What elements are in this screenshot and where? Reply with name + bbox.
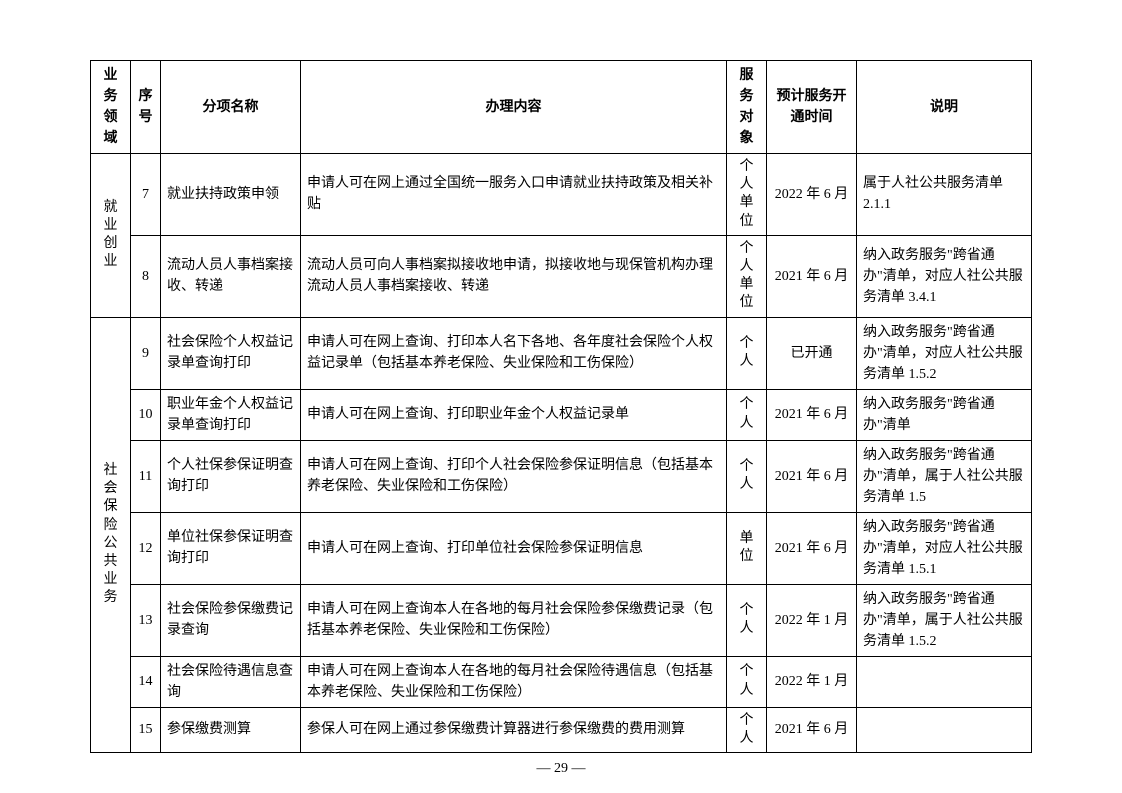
name-cell: 单位社保参保证明查询打印 [161, 512, 301, 584]
content-cell: 申请人可在网上查询、打印个人社会保险参保证明信息（包括基本养老保险、失业保险和工… [301, 440, 727, 512]
name-cell: 社会保险个人权益记录单查询打印 [161, 317, 301, 389]
h-content: 办理内容 [301, 61, 727, 154]
note-cell: 纳入政务服务"跨省通办"清单，对应人社公共服务清单 3.4.1 [857, 235, 1032, 317]
table-row: 就业创业 7 就业扶持政策申领 申请人可在网上通过全国统一服务入口申请就业扶持政… [91, 154, 1032, 236]
target-cell: 个人单位 [727, 154, 767, 236]
seq-cell: 7 [131, 154, 161, 236]
table-row: 10 职业年金个人权益记录单查询打印 申请人可在网上查询、打印职业年金个人权益记… [91, 389, 1032, 440]
note-cell: 纳入政务服务"跨省通办"清单，属于人社公共服务清单 1.5.2 [857, 584, 1032, 656]
seq-cell: 11 [131, 440, 161, 512]
name-cell: 职业年金个人权益记录单查询打印 [161, 389, 301, 440]
name-cell: 个人社保参保证明查询打印 [161, 440, 301, 512]
table-row: 14 社会保险待遇信息查询 申请人可在网上查询本人在各地的每月社会保险待遇信息（… [91, 656, 1032, 707]
note-cell [857, 656, 1032, 707]
table-row: 12 单位社保参保证明查询打印 申请人可在网上查询、打印单位社会保险参保证明信息… [91, 512, 1032, 584]
table-row: 社会保险公共业务 9 社会保险个人权益记录单查询打印 申请人可在网上查询、打印本… [91, 317, 1032, 389]
domain-cell: 就业创业 [91, 154, 131, 318]
target-cell: 个人 [727, 656, 767, 707]
note-cell: 纳入政务服务"跨省通办"清单，对应人社公共服务清单 1.5.2 [857, 317, 1032, 389]
date-cell: 2021 年 6 月 [767, 389, 857, 440]
note-cell: 纳入政务服务"跨省通办"清单，属于人社公共服务清单 1.5 [857, 440, 1032, 512]
table-container: 业务领域 序号 分项名称 办理内容 服务对象 预计服务开通时间 说明 就业创业 … [90, 60, 1032, 753]
content-cell: 申请人可在网上查询、打印本人名下各地、各年度社会保险个人权益记录单（包括基本养老… [301, 317, 727, 389]
note-cell: 纳入政务服务"跨省通办"清单，对应人社公共服务清单 1.5.1 [857, 512, 1032, 584]
h-domain: 业务领域 [91, 61, 131, 154]
content-cell: 申请人可在网上查询本人在各地的每月社会保险待遇信息（包括基本养老保险、失业保险和… [301, 656, 727, 707]
target-cell: 个人 [727, 584, 767, 656]
note-cell [857, 707, 1032, 752]
h-seq: 序号 [131, 61, 161, 154]
target-cell: 单位 [727, 512, 767, 584]
target-cell: 个人 [727, 389, 767, 440]
content-cell: 流动人员可向人事档案拟接收地申请，拟接收地与现保管机构办理流动人员人事档案接收、… [301, 235, 727, 317]
content-cell: 申请人可在网上查询、打印职业年金个人权益记录单 [301, 389, 727, 440]
date-cell: 2022 年 6 月 [767, 154, 857, 236]
content-cell: 申请人可在网上通过全国统一服务入口申请就业扶持政策及相关补贴 [301, 154, 727, 236]
content-cell: 申请人可在网上查询本人在各地的每月社会保险参保缴费记录（包括基本养老保险、失业保… [301, 584, 727, 656]
seq-cell: 8 [131, 235, 161, 317]
h-name: 分项名称 [161, 61, 301, 154]
name-cell: 参保缴费测算 [161, 707, 301, 752]
h-date: 预计服务开通时间 [767, 61, 857, 154]
content-cell: 申请人可在网上查询、打印单位社会保险参保证明信息 [301, 512, 727, 584]
table-row: 13 社会保险参保缴费记录查询 申请人可在网上查询本人在各地的每月社会保险参保缴… [91, 584, 1032, 656]
name-cell: 流动人员人事档案接收、转递 [161, 235, 301, 317]
date-cell: 2022 年 1 月 [767, 584, 857, 656]
target-cell: 个人 [727, 440, 767, 512]
content-cell: 参保人可在网上通过参保缴费计算器进行参保缴费的费用测算 [301, 707, 727, 752]
seq-cell: 14 [131, 656, 161, 707]
date-cell: 2021 年 6 月 [767, 512, 857, 584]
target-cell: 个人 [727, 707, 767, 752]
date-cell: 2021 年 6 月 [767, 440, 857, 512]
date-cell: 2022 年 1 月 [767, 656, 857, 707]
h-target: 服务对象 [727, 61, 767, 154]
date-cell: 已开通 [767, 317, 857, 389]
seq-cell: 9 [131, 317, 161, 389]
domain-cell: 社会保险公共业务 [91, 317, 131, 752]
date-cell: 2021 年 6 月 [767, 707, 857, 752]
table-row: 15 参保缴费测算 参保人可在网上通过参保缴费计算器进行参保缴费的费用测算 个人… [91, 707, 1032, 752]
table-row: 8 流动人员人事档案接收、转递 流动人员可向人事档案拟接收地申请，拟接收地与现保… [91, 235, 1032, 317]
note-cell: 纳入政务服务"跨省通办"清单 [857, 389, 1032, 440]
name-cell: 社会保险待遇信息查询 [161, 656, 301, 707]
seq-cell: 13 [131, 584, 161, 656]
target-cell: 个人 [727, 317, 767, 389]
table-row: 11 个人社保参保证明查询打印 申请人可在网上查询、打印个人社会保险参保证明信息… [91, 440, 1032, 512]
date-cell: 2021 年 6 月 [767, 235, 857, 317]
seq-cell: 15 [131, 707, 161, 752]
page-number: — 29 — [537, 761, 586, 777]
header-row: 业务领域 序号 分项名称 办理内容 服务对象 预计服务开通时间 说明 [91, 61, 1032, 154]
seq-cell: 12 [131, 512, 161, 584]
note-cell: 属于人社公共服务清单 2.1.1 [857, 154, 1032, 236]
h-note: 说明 [857, 61, 1032, 154]
seq-cell: 10 [131, 389, 161, 440]
service-table: 业务领域 序号 分项名称 办理内容 服务对象 预计服务开通时间 说明 就业创业 … [90, 60, 1032, 753]
target-cell: 个人单位 [727, 235, 767, 317]
name-cell: 就业扶持政策申领 [161, 154, 301, 236]
name-cell: 社会保险参保缴费记录查询 [161, 584, 301, 656]
